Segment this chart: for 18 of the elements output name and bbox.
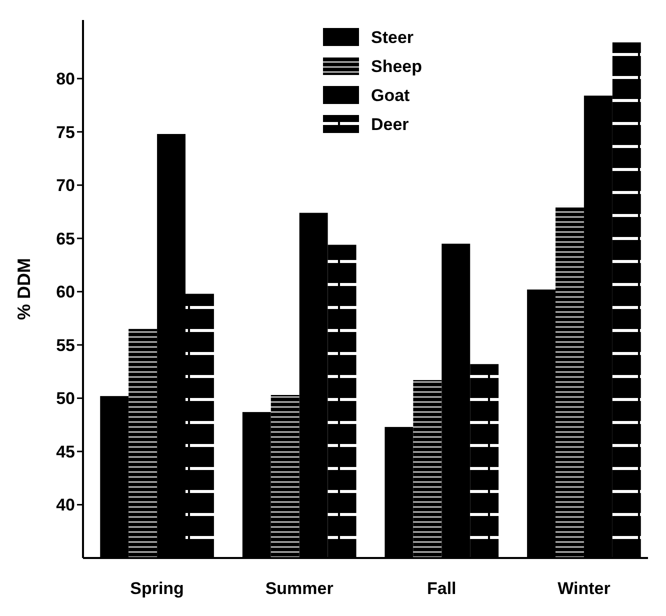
y-tick-label: 55 bbox=[56, 336, 75, 355]
y-tick-label: 75 bbox=[56, 122, 75, 142]
x-tick-label: Winter bbox=[558, 579, 611, 598]
y-tick-label: 70 bbox=[56, 176, 75, 196]
y-tick-label: 40 bbox=[56, 496, 75, 515]
y-axis-title: % DDM bbox=[14, 258, 34, 320]
x-tick-label: Summer bbox=[265, 579, 334, 598]
legend-label: Goat bbox=[371, 86, 410, 105]
legend-label: Steer bbox=[371, 28, 414, 47]
y-tick-label: 60 bbox=[56, 282, 75, 302]
x-tick-label: Spring bbox=[130, 579, 184, 598]
y-tick-label: 65 bbox=[56, 229, 75, 248]
legend-label: Sheep bbox=[371, 56, 422, 76]
y-tick-label: 45 bbox=[56, 442, 75, 462]
x-tick-label: Fall bbox=[427, 579, 456, 598]
legend-label: Deer bbox=[371, 114, 410, 134]
y-tick-label: 50 bbox=[56, 389, 75, 408]
y-tick-label: 80 bbox=[56, 70, 75, 89]
